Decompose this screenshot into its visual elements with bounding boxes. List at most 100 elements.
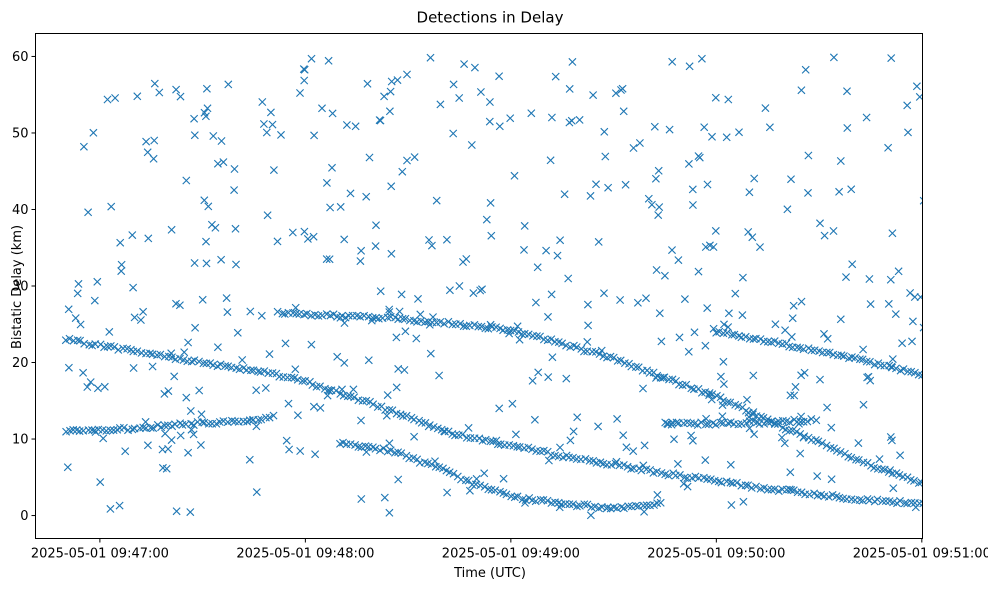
data-point xyxy=(340,235,349,244)
data-point xyxy=(148,362,157,371)
data-point xyxy=(397,290,406,299)
data-point xyxy=(619,431,628,440)
data-point xyxy=(650,122,659,131)
data-point xyxy=(310,131,319,140)
data-point xyxy=(385,305,394,314)
data-point xyxy=(886,275,895,284)
data-point xyxy=(117,267,126,276)
data-point xyxy=(547,290,556,299)
data-point xyxy=(296,89,304,97)
data-point xyxy=(371,242,380,251)
data-point xyxy=(216,360,225,369)
data-point xyxy=(544,373,553,382)
data-point xyxy=(478,285,486,294)
data-point xyxy=(619,504,628,513)
data-point xyxy=(900,499,909,508)
data-point xyxy=(393,76,402,85)
data-point xyxy=(277,130,285,139)
data-point xyxy=(351,122,360,131)
data-point xyxy=(410,153,419,162)
data-point xyxy=(705,389,714,397)
data-point xyxy=(791,382,800,391)
data-point xyxy=(770,419,779,428)
data-point xyxy=(667,420,676,429)
data-point xyxy=(301,376,310,385)
data-point xyxy=(480,469,489,478)
data-point xyxy=(911,503,920,512)
data-point xyxy=(510,171,519,180)
data-point xyxy=(612,504,621,513)
data-point xyxy=(513,492,522,501)
data-point xyxy=(855,496,864,504)
data-point xyxy=(543,496,552,505)
data-point xyxy=(93,277,102,286)
data-point xyxy=(344,311,353,320)
data-point xyxy=(431,457,439,466)
data-point xyxy=(865,357,874,366)
data-point xyxy=(827,423,836,432)
data-point xyxy=(847,353,856,362)
data-point xyxy=(665,375,673,384)
data-point xyxy=(204,419,213,428)
data-point xyxy=(865,496,874,505)
data-point xyxy=(723,398,732,407)
data-point xyxy=(711,420,720,429)
data-point xyxy=(757,412,765,421)
data-point xyxy=(732,478,741,487)
data-point xyxy=(881,497,890,505)
data-point xyxy=(209,132,218,140)
data-point xyxy=(187,357,196,366)
data-point xyxy=(852,455,861,464)
data-point xyxy=(741,332,750,341)
data-point xyxy=(811,436,820,444)
data-point xyxy=(604,183,613,192)
data-point xyxy=(495,122,504,131)
data-point xyxy=(875,455,884,464)
data-point xyxy=(836,157,845,165)
data-point xyxy=(904,128,912,137)
data-point xyxy=(470,320,479,329)
data-point xyxy=(770,485,779,494)
data-point xyxy=(704,420,713,429)
data-point xyxy=(285,445,294,454)
data-point xyxy=(187,419,196,428)
data-point xyxy=(565,500,574,509)
data-point xyxy=(464,423,473,432)
data-point xyxy=(477,322,486,331)
data-point xyxy=(365,153,374,162)
data-point xyxy=(520,221,529,230)
data-point xyxy=(461,476,470,485)
data-point xyxy=(312,382,321,391)
data-point xyxy=(455,282,464,290)
data-point xyxy=(878,497,887,506)
data-point xyxy=(891,310,900,319)
data-point xyxy=(260,367,269,376)
data-point xyxy=(187,425,196,434)
data-point xyxy=(854,439,863,448)
data-point xyxy=(213,159,222,168)
data-point xyxy=(556,236,565,245)
data-point xyxy=(506,114,515,123)
data-point xyxy=(329,310,338,319)
data-point xyxy=(379,444,388,453)
data-point xyxy=(659,373,667,382)
data-point xyxy=(683,482,692,491)
data-point xyxy=(139,307,148,316)
data-point xyxy=(472,474,481,483)
data-point xyxy=(79,142,88,151)
data-point xyxy=(385,107,394,116)
data-point xyxy=(548,353,557,362)
data-point xyxy=(133,347,142,356)
data-point xyxy=(491,486,500,495)
data-point xyxy=(316,403,325,412)
data-point xyxy=(403,156,411,165)
data-point xyxy=(908,337,916,346)
data-point xyxy=(444,427,453,436)
data-point xyxy=(653,499,662,508)
data-point xyxy=(719,380,728,389)
x-axis-label: Time (UTC) xyxy=(453,566,526,581)
data-point xyxy=(513,322,522,331)
data-point xyxy=(387,182,396,191)
data-point xyxy=(580,347,588,356)
data-point xyxy=(401,327,410,336)
